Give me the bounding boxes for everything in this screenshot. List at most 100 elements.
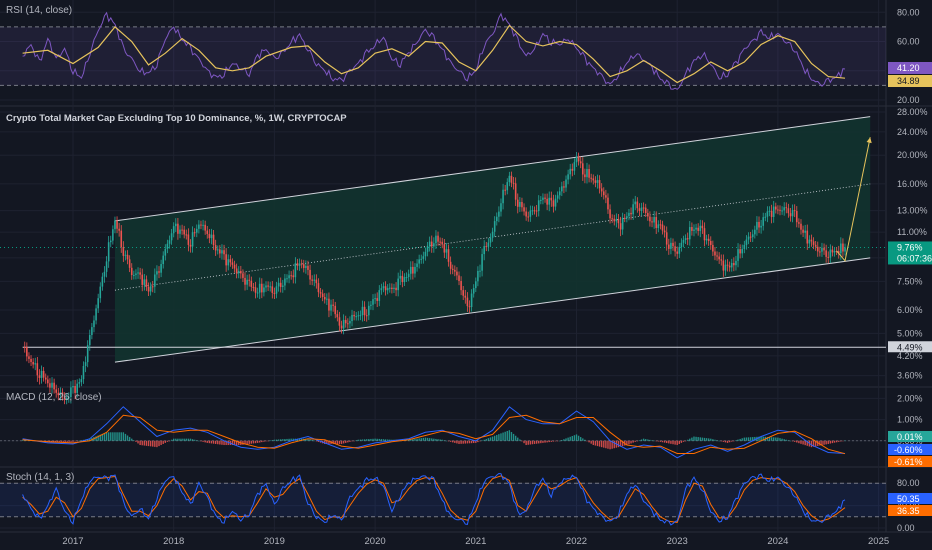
candle-body (443, 244, 446, 253)
stoch-d-label: 36.35 (897, 506, 920, 516)
channel-lower-line[interactable] (114, 257, 871, 363)
price-pane[interactable]: Crypto Total Market Cap Excluding Top 10… (0, 107, 932, 405)
macd-histogram-bar (273, 439, 276, 441)
macd-histogram-bar (512, 433, 515, 441)
macd-histogram-bar (158, 440, 160, 447)
macd-histogram-bar (666, 440, 668, 444)
candle-body (772, 206, 775, 217)
candle-body (724, 264, 727, 271)
macd-histogram-bar (636, 440, 639, 442)
macd-histogram-bar (231, 440, 234, 446)
time-axis[interactable]: 2017 2018 2019 2020 2021 2022 2023 2024 2025 (62, 536, 889, 547)
macd-histogram-bar (246, 440, 248, 445)
candle-body (433, 243, 435, 247)
macd-histogram-bar (605, 440, 607, 449)
candle-body (470, 293, 473, 307)
candle-body (600, 188, 603, 192)
candle-body (525, 211, 527, 217)
candle-body (743, 244, 746, 249)
macd-histogram-bar (368, 439, 370, 441)
macd-histogram-bar (275, 439, 278, 441)
candle-body (181, 229, 183, 231)
macd-histogram-bar (607, 440, 609, 449)
candle-body (733, 262, 735, 266)
axis-tick-label: 1.00% (897, 415, 923, 425)
macd-histogram-bar (353, 440, 355, 442)
macd-histogram-bar (147, 440, 150, 447)
candle-body (722, 260, 725, 271)
candle-body (726, 264, 729, 266)
macd-histogram-bar (452, 440, 454, 443)
candle-body (840, 243, 842, 254)
macd-histogram-bar (286, 438, 288, 441)
macd-histogram-bar (89, 438, 91, 441)
macd-histogram-bar (290, 438, 292, 441)
candle-body (537, 200, 540, 212)
macd-histogram-bar (632, 440, 634, 443)
candle-body (617, 219, 620, 224)
macd-histogram-bar (506, 430, 508, 441)
candle-body (735, 260, 737, 266)
macd-histogram-bar (177, 438, 179, 441)
candle-body (246, 279, 248, 285)
candle-body (814, 244, 817, 247)
macd-histogram-bar (441, 439, 443, 441)
candle-body (302, 264, 305, 268)
macd-pane[interactable]: MACD (12, 26, close) 2.00%1.00%0.00% 0.0… (0, 392, 932, 467)
candle-body (684, 238, 687, 240)
macd-histogram-bar (193, 439, 196, 441)
candle-body (586, 169, 588, 178)
stoch-pane[interactable]: Stoch (14, 1, 3) 80.0040.000.00 50.35 36… (0, 472, 932, 533)
candle-body (435, 235, 437, 244)
macd-histogram-bar (798, 440, 800, 444)
macd-histogram-bar (779, 438, 781, 441)
candle-body (44, 377, 47, 380)
candle-body (437, 235, 439, 242)
candle-body (605, 195, 607, 198)
candle-body (135, 273, 137, 275)
macd-value-badge (888, 444, 932, 455)
candle-body (728, 265, 731, 268)
macd-histogram-bar (548, 440, 550, 443)
candle-body (212, 234, 215, 246)
candle-body (340, 325, 343, 329)
macd-histogram-bar (261, 440, 263, 443)
candle-body (162, 255, 165, 265)
candle-body (460, 281, 462, 291)
macd-histogram-bar (672, 440, 674, 445)
candle-body (502, 189, 504, 204)
candle-body (693, 229, 695, 231)
rsi-ma-value-badge (888, 75, 932, 87)
macd-histogram-bar (114, 432, 116, 441)
candle-body (500, 203, 502, 212)
candle-body (214, 245, 217, 251)
macd-histogram-bar (573, 435, 576, 441)
macd-histogram-bar (137, 440, 139, 444)
macd-histogram-bar (770, 437, 773, 441)
candle-body (611, 218, 613, 220)
macd-histogram-bar (483, 439, 485, 441)
candle-body (59, 392, 62, 396)
candle-body (99, 286, 102, 299)
projection-arrow-path[interactable] (836, 137, 871, 262)
candle-body (49, 383, 51, 388)
candle-body (462, 290, 465, 296)
candle-body (626, 216, 628, 219)
candle-body (657, 224, 660, 229)
channel-upper-line[interactable] (114, 116, 871, 222)
macd-histogram-bar (338, 440, 341, 444)
candle-body (93, 320, 95, 328)
candle-body (380, 288, 383, 291)
macd-histogram-bar (349, 440, 351, 442)
macd-line (22, 406, 846, 459)
candle-body (760, 225, 762, 228)
macd-histogram-bar (542, 440, 544, 443)
candle-body (665, 232, 668, 245)
macd-histogram-bar (214, 440, 217, 444)
macd-histogram-bar (145, 440, 148, 446)
macd-histogram-bar (762, 436, 764, 441)
candle-body (353, 314, 355, 317)
candle-body (95, 308, 97, 321)
